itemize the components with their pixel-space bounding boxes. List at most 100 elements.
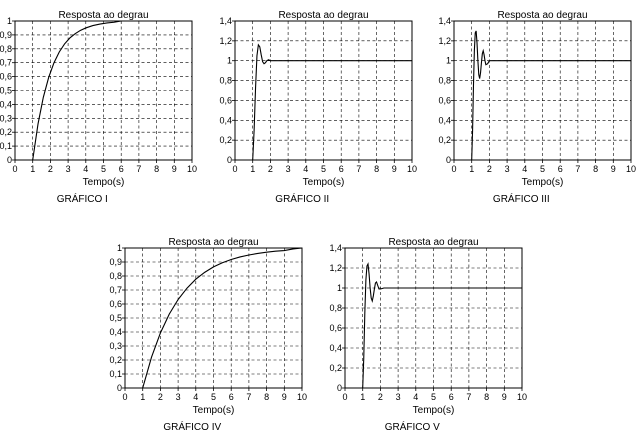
x-tick-label: 5: [101, 164, 106, 174]
x-tick-label: 6: [339, 164, 344, 174]
chart-5: 0 1 2 3 4 5 6 7 8 9 10 0 0,2 0,4 0,6 0,8 1 1,2 1,4 Resposta…: [329, 237, 527, 433]
x-tick-label: 3: [505, 164, 510, 174]
x-tick-label: 2: [48, 164, 53, 174]
x-tick-label: 7: [136, 164, 141, 174]
y-tick-label: 1: [337, 283, 342, 293]
x-tick-label: 5: [540, 164, 545, 174]
x-tick-label: 2: [158, 392, 163, 402]
series-line: [471, 30, 631, 161]
y-tick-label: 0,8: [109, 271, 122, 281]
y-tick-label: 0,6: [0, 72, 12, 82]
y-tick-label: 0: [337, 383, 342, 393]
y-tick-label: 0,5: [109, 313, 122, 323]
y-tick-label: 0,4: [109, 327, 122, 337]
y-tick-label: 0,2: [0, 127, 12, 137]
chart-caption: GRÁFICO I: [57, 192, 108, 205]
x-tick-label: 2: [268, 164, 273, 174]
y-tick-label: 0,4: [0, 99, 12, 109]
y-tick-label: 1: [117, 243, 122, 253]
y-tick-label: 0: [7, 155, 12, 165]
y-tick-label: 0,1: [0, 141, 12, 151]
x-axis-label: Tempo(s): [522, 177, 564, 188]
y-tick-label: 1,4: [219, 16, 232, 26]
x-tick-label: 9: [392, 164, 397, 174]
y-tick-label: 0,2: [109, 355, 122, 365]
chart-4: 0 1 2 3 4 5 6 7 8 9 10 0 0,1 0,2 0,3 0,4 0,5 0,6 0,7 0,8 0,9…: [109, 237, 307, 433]
x-tick-label: 8: [374, 164, 379, 174]
y-tick-label: 0,5: [0, 86, 12, 96]
x-tick-label: 1: [469, 164, 474, 174]
chart-title: Resposta ao degrau: [168, 237, 258, 248]
x-tick-label: 4: [193, 392, 198, 402]
x-tick-label: 3: [286, 164, 291, 174]
y-tick-label: 0,8: [219, 76, 232, 86]
y-tick-label: 0,8: [0, 44, 12, 54]
x-tick-label: 3: [66, 164, 71, 174]
y-tick-label: 0,4: [329, 343, 342, 353]
x-tick-label: 5: [211, 392, 216, 402]
series-line: [142, 247, 303, 389]
y-tick-label: 0,2: [438, 135, 451, 145]
x-axis-label: Tempo(s): [413, 405, 455, 416]
x-tick-label: 3: [176, 392, 181, 402]
x-tick-label: 0: [451, 164, 456, 174]
plot-frame: [344, 247, 523, 389]
x-tick-label: 10: [407, 164, 417, 174]
x-tick-label: 4: [413, 392, 418, 402]
x-tick-label: 8: [593, 164, 598, 174]
x-tick-label: 8: [154, 164, 159, 174]
y-tick-label: 1,2: [438, 36, 451, 46]
x-tick-label: 0: [232, 164, 237, 174]
x-axis-label: Tempo(s): [303, 177, 345, 188]
chart-caption: GRÁFICO V: [385, 420, 440, 433]
y-tick-label: 0: [446, 155, 451, 165]
chart-3: 0 1 2 3 4 5 6 7 8 9 10 0 0,2 0,4 0,6 0,8 1 1,2 1,4 Resposta…: [438, 10, 636, 205]
y-tick-label: 1,2: [329, 263, 342, 273]
y-tick-label: 0,6: [329, 323, 342, 333]
y-tick-label: 1,4: [329, 243, 342, 253]
x-tick-label: 10: [517, 392, 527, 402]
y-tick-label: 0,8: [438, 76, 451, 86]
y-tick-label: 0: [117, 383, 122, 393]
chart-caption: GRÁFICO III: [493, 192, 550, 205]
y-tick-label: 0,9: [109, 257, 122, 267]
x-tick-label: 8: [484, 392, 489, 402]
x-tick-label: 3: [396, 392, 401, 402]
x-tick-label: 5: [321, 164, 326, 174]
y-tick-label: 0,6: [219, 95, 232, 105]
x-tick-label: 6: [229, 392, 234, 402]
chart-title: Resposta ao degrau: [58, 10, 148, 21]
x-tick-label: 8: [264, 392, 269, 402]
x-tick-label: 1: [360, 392, 365, 402]
x-tick-label: 7: [575, 164, 580, 174]
x-tick-label: 2: [487, 164, 492, 174]
y-tick-label: 0,7: [0, 58, 12, 68]
x-tick-label: 0: [122, 392, 127, 402]
chart-title: Resposta ao degrau: [497, 10, 587, 21]
x-tick-label: 7: [356, 164, 361, 174]
x-tick-label: 0: [342, 392, 347, 402]
x-tick-label: 5: [431, 392, 436, 402]
y-tick-label: 0,3: [109, 341, 122, 351]
y-tick-label: 1,4: [438, 16, 451, 26]
x-tick-label: 4: [83, 164, 88, 174]
x-tick-label: 0: [12, 164, 17, 174]
x-tick-label: 4: [303, 164, 308, 174]
x-tick-label: 6: [558, 164, 563, 174]
chart-2: 0 1 2 3 4 5 6 7 8 9 10 0 0,2 0,4 0,6 0,8 1 1,2 1,4 Resposta…: [219, 10, 417, 205]
y-tick-label: 0,6: [438, 95, 451, 105]
x-tick-label: 1: [250, 164, 255, 174]
chart-caption: GRÁFICO II: [275, 192, 329, 205]
x-tick-label: 9: [282, 392, 287, 402]
x-tick-label: 1: [30, 164, 35, 174]
x-tick-label: 7: [466, 392, 471, 402]
y-tick-label: 1,2: [219, 36, 232, 46]
x-axis-label: Tempo(s): [83, 177, 125, 188]
y-tick-label: 1: [446, 56, 451, 66]
y-tick-label: 0,8: [329, 303, 342, 313]
y-tick-label: 0: [227, 155, 232, 165]
y-tick-label: 0,9: [0, 30, 12, 40]
chart-title: Resposta ao degrau: [388, 237, 478, 248]
y-tick-label: 0,3: [0, 113, 12, 123]
